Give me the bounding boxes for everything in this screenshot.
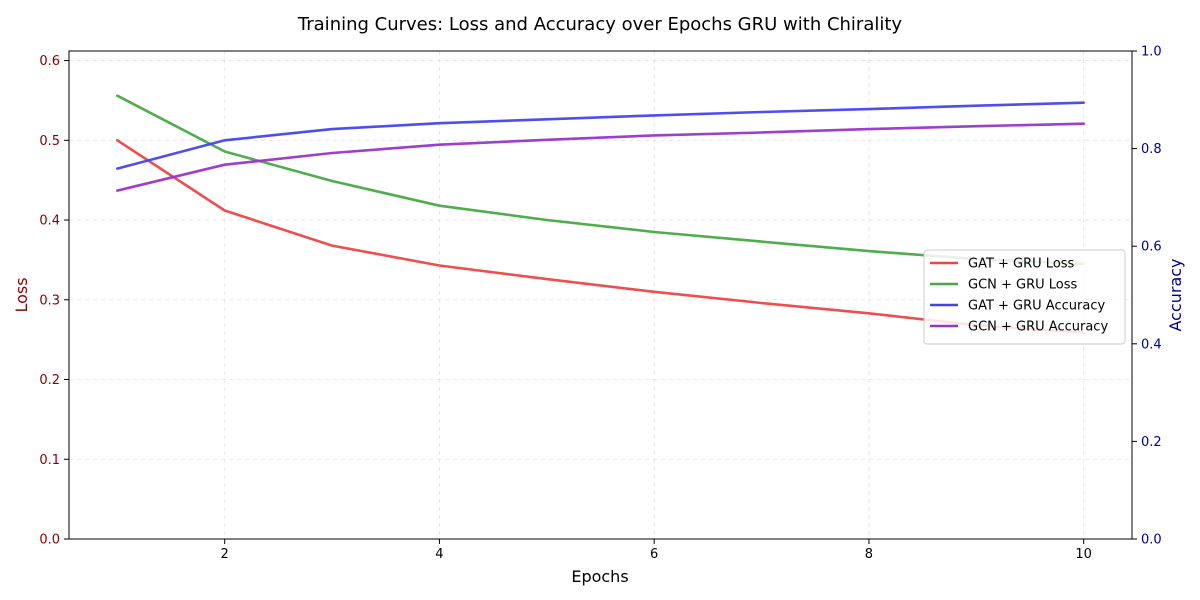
x-axis-label: Epochs (571, 567, 628, 586)
y-right-tick-label: 1.0 (1141, 45, 1162, 60)
legend: GAT + GRU Loss GCN + GRU Loss GAT + GRU Ac… (923, 249, 1126, 345)
x-tick-label: 8 (865, 547, 873, 562)
y-right-tick-label: 0.0 (1141, 533, 1162, 548)
legend-box (923, 249, 1126, 345)
y-left-tick-label: 0.1 (39, 453, 60, 468)
legend-label: GCN + GRU Accuracy (968, 320, 1108, 335)
y-left-tick-label: 0.3 (39, 293, 60, 308)
legend-label: GCN + GRU Loss (968, 278, 1078, 293)
y-axis-right-label: Accuracy (1166, 258, 1185, 331)
x-tick-label: 4 (435, 547, 443, 562)
y-right-tick-label: 0.6 (1141, 240, 1162, 255)
legend-label: GAT + GRU Accuracy (968, 299, 1105, 314)
plot-frame (68, 50, 1133, 540)
x-axis: 2 4 6 8 10 (221, 539, 1092, 562)
y-axis-right: 0.0 0.2 0.4 0.6 0.8 1.0 (1132, 45, 1162, 548)
x-tick-label: 2 (221, 547, 229, 562)
y-axis-left: 0.0 0.1 0.2 0.3 0.4 0.5 0.6 (39, 54, 69, 548)
series-line-3 (116, 101, 1085, 170)
legend-label: GAT + GRU Loss (968, 257, 1075, 272)
y-left-tick-label: 0.0 (39, 533, 60, 548)
y-left-tick-label: 0.4 (39, 214, 60, 229)
x-tick-label: 10 (1075, 547, 1092, 562)
y-right-tick-label: 0.8 (1141, 142, 1162, 157)
y-left-tick-label: 0.2 (39, 373, 60, 388)
y-axis-left-label: Loss (12, 277, 31, 312)
series-line-2 (116, 94, 1085, 266)
y-left-tick-label: 0.5 (39, 134, 60, 149)
series-line-1 (116, 139, 1085, 334)
y-left-tick-label: 0.6 (39, 54, 60, 69)
y-right-tick-label: 0.4 (1141, 337, 1162, 352)
series-layer (116, 94, 1085, 334)
y-right-tick-label: 0.2 (1141, 435, 1162, 450)
chart-title: Training Curves: Loss and Accuracy over … (297, 14, 903, 35)
x-tick-label: 6 (650, 547, 658, 562)
series-line-4 (116, 122, 1085, 192)
